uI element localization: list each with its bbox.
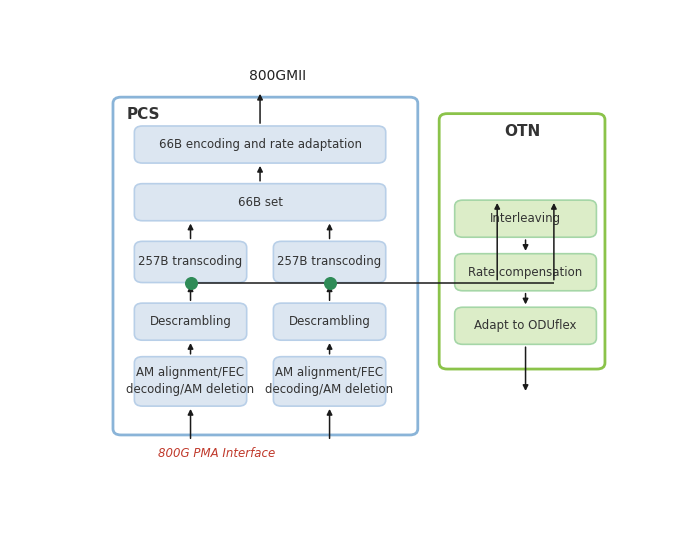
Text: 66B encoding and rate adaptation: 66B encoding and rate adaptation bbox=[159, 138, 362, 151]
FancyBboxPatch shape bbox=[455, 254, 596, 291]
Text: AM alignment/FEC
decoding/AM deletion: AM alignment/FEC decoding/AM deletion bbox=[126, 366, 255, 396]
Text: 800G PMA Interface: 800G PMA Interface bbox=[159, 447, 276, 460]
Text: AM alignment/FEC
decoding/AM deletion: AM alignment/FEC decoding/AM deletion bbox=[266, 366, 393, 396]
Text: 257B transcoding: 257B transcoding bbox=[139, 255, 243, 269]
Text: Descrambling: Descrambling bbox=[288, 315, 371, 328]
FancyBboxPatch shape bbox=[455, 307, 596, 345]
FancyBboxPatch shape bbox=[135, 303, 247, 340]
FancyBboxPatch shape bbox=[135, 357, 247, 406]
FancyBboxPatch shape bbox=[273, 303, 386, 340]
FancyBboxPatch shape bbox=[135, 184, 386, 221]
Text: OTN: OTN bbox=[504, 124, 540, 139]
FancyBboxPatch shape bbox=[273, 357, 386, 406]
Text: Adapt to ODUflex: Adapt to ODUflex bbox=[474, 319, 577, 332]
Text: 66B set: 66B set bbox=[237, 196, 282, 209]
Point bbox=[185, 278, 196, 287]
Point bbox=[324, 278, 335, 287]
Text: Descrambling: Descrambling bbox=[150, 315, 231, 328]
FancyBboxPatch shape bbox=[455, 200, 596, 237]
Text: 800GMII: 800GMII bbox=[249, 68, 306, 83]
Text: 257B transcoding: 257B transcoding bbox=[277, 255, 382, 269]
Text: PCS: PCS bbox=[126, 108, 160, 123]
FancyBboxPatch shape bbox=[135, 126, 386, 163]
FancyBboxPatch shape bbox=[273, 241, 386, 282]
FancyBboxPatch shape bbox=[135, 241, 247, 282]
Text: Interleaving: Interleaving bbox=[490, 212, 561, 225]
Text: Rate compensation: Rate compensation bbox=[469, 266, 582, 279]
